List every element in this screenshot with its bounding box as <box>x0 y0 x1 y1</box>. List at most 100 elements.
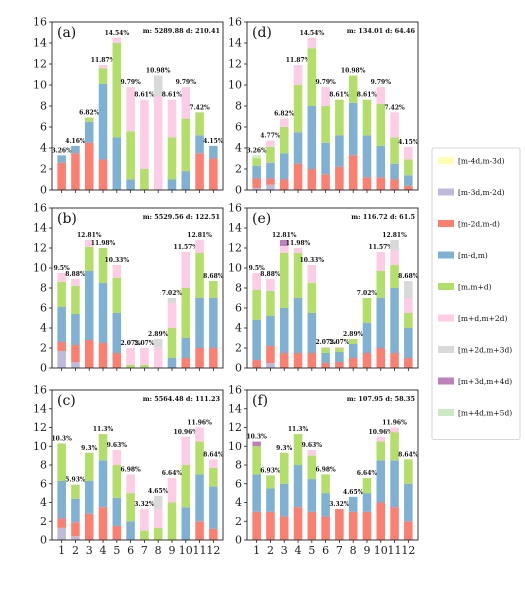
bar-segment <box>195 240 204 253</box>
bar-data-label: 9.63% <box>107 442 128 449</box>
bar-segment <box>195 298 204 348</box>
bar-data-label: 8.61% <box>329 92 350 99</box>
bar-data-label: 11.98% <box>286 240 311 247</box>
bar-segment <box>293 65 303 85</box>
bar-segment <box>112 497 122 526</box>
bar-segment <box>112 37 122 43</box>
legend-swatch <box>438 409 454 416</box>
bar-segment <box>71 498 80 523</box>
bar-segment <box>112 450 122 465</box>
bar-segment <box>362 135 372 178</box>
bar-segment <box>195 153 204 190</box>
y-tick-label: 14 <box>228 222 242 235</box>
bar-segment <box>279 253 289 308</box>
bar-segment <box>252 320 261 360</box>
x-tick-label: 9 <box>168 544 175 557</box>
y-tick-label: 16 <box>228 384 242 397</box>
y-tick-label: 8 <box>235 282 242 295</box>
panel-label: (a) <box>57 25 76 41</box>
bar-segment <box>167 137 177 180</box>
y-tick-label: 14 <box>33 37 47 50</box>
bar-segment <box>279 118 289 127</box>
chart-panel: 0 2 4 6 8 10 12 14 16 10.3% 1 5.93% 2 9.3% 3 11.3% 4 9.63… <box>33 384 224 558</box>
bar-segment <box>126 348 135 365</box>
bar-segment <box>307 511 317 540</box>
y-tick-label: 6 <box>235 121 242 134</box>
bar-segment <box>390 250 399 265</box>
bar-segment <box>209 486 218 529</box>
bar-data-label: 9.63% <box>302 442 323 449</box>
bar-segment <box>195 474 204 522</box>
bar-segment <box>98 83 108 160</box>
bar-segment <box>57 273 66 282</box>
y-tick-label: 0 <box>235 534 242 547</box>
x-tick-label: 3 <box>86 544 93 557</box>
bar-data-label: 4.77% <box>260 133 281 140</box>
x-tick-label: 11 <box>193 544 207 557</box>
bar-segment <box>84 247 94 271</box>
y-tick-label: 0 <box>235 362 242 375</box>
bar-data-label: 11.87% <box>286 57 311 64</box>
y-tick-label: 6 <box>235 302 242 315</box>
bar-data-label: 4.65% <box>343 489 364 496</box>
y-tick-label: 12 <box>33 58 47 71</box>
legend-entry-label: [m+d,m+2d) <box>458 314 507 323</box>
bar-segment <box>195 427 204 442</box>
bar-data-label: 8.61% <box>134 92 155 99</box>
bar-segment <box>293 85 303 133</box>
bar-segment <box>348 344 358 358</box>
bar-data-label: 10.96% <box>174 429 199 436</box>
bar-segment <box>293 132 303 164</box>
bar-segment <box>404 281 413 298</box>
bar-segment <box>181 252 191 288</box>
bar-segment <box>390 432 399 461</box>
bar-segment <box>362 511 372 540</box>
bar-segment <box>279 353 289 368</box>
bar-data-label: 6.98% <box>120 466 141 473</box>
bar-segment <box>307 265 317 283</box>
bar-segment <box>153 495 163 510</box>
bar-data-label: 3.32% <box>134 501 155 508</box>
bar-segment <box>279 153 289 180</box>
bar-segment <box>126 87 135 132</box>
chart-panel: 02468101214169.5%8.88%12.81%11.98%10.33%… <box>228 202 419 375</box>
bar-segment <box>71 484 80 499</box>
panel-label: (f) <box>252 393 268 409</box>
bar-segment <box>293 353 303 368</box>
bar-segment <box>112 137 122 190</box>
panel-stats: m: 5564.48 d: 111.23 <box>143 395 221 403</box>
bar-segment <box>321 348 330 353</box>
bar-segment <box>390 288 399 353</box>
bar-data-label: 11.96% <box>382 420 407 427</box>
bar-segment <box>293 465 303 508</box>
bar-segment <box>404 521 413 540</box>
bar-segment <box>84 480 94 514</box>
bar-segment <box>390 353 399 368</box>
y-tick-label: 16 <box>228 202 242 215</box>
bar-segment <box>71 145 80 154</box>
bar-segment <box>112 313 122 353</box>
bar-segment <box>335 352 344 362</box>
chart-panel: 0 2 4 6 8 10 12 14 16 3.26% 4.77% 6.82% 11.87% 14.54%… <box>228 16 419 197</box>
bar-segment <box>195 135 204 154</box>
bar-data-label: 11.3% <box>288 426 309 433</box>
y-tick-label: 12 <box>228 58 242 71</box>
bar-data-label: 11.98% <box>91 240 116 247</box>
bar-segment <box>153 75 163 96</box>
bar-segment <box>362 177 372 190</box>
bar-segment <box>209 348 218 368</box>
legend-swatch <box>438 157 454 164</box>
bar-segment <box>57 162 66 190</box>
bar-segment <box>376 460 386 503</box>
bar-segment <box>209 158 218 190</box>
bar-data-label: 8.88% <box>65 271 86 278</box>
bar-segment <box>307 106 317 169</box>
bar-segment <box>335 166 344 190</box>
bar-segment <box>321 106 330 143</box>
y-tick-label: 2 <box>235 342 242 355</box>
bar-segment <box>209 459 218 468</box>
bar-segment <box>126 131 135 180</box>
bar-segment <box>266 316 275 346</box>
bar-segment <box>307 48 317 106</box>
x-tick-label: 4 <box>100 544 107 557</box>
